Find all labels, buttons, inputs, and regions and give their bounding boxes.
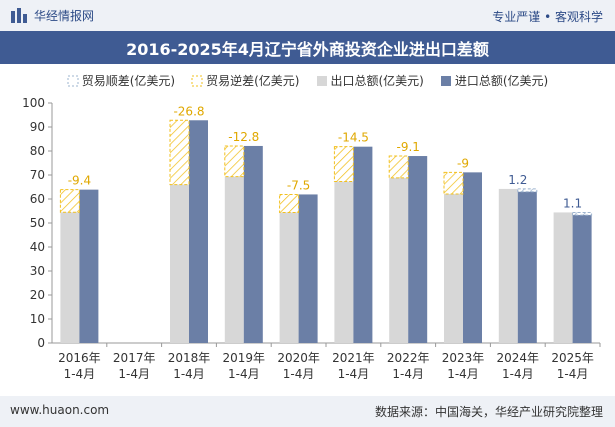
bar-deficit	[388, 155, 409, 179]
bar-deficit	[59, 189, 80, 213]
bar-import	[189, 120, 208, 343]
chart-title: 2016-2025年4月辽宁省外商投资企业进出口差额	[126, 39, 489, 59]
x-tick-label-period: 1-4月	[502, 367, 534, 381]
x-tick-label-year: 2024年	[497, 351, 540, 365]
y-tick-label: 40	[30, 240, 45, 254]
bar-import	[353, 146, 373, 343]
legend-item-deficit: 贸易逆差(亿美元)	[191, 72, 300, 89]
bar-deficit	[333, 146, 354, 182]
x-tick-label-period: 1-4月	[392, 367, 424, 381]
legend-item-import: 进口总额(亿美元)	[440, 72, 548, 89]
x-tick-label-year: 2021年	[332, 351, 375, 365]
data-label: -9	[457, 156, 469, 170]
brand-name: 华经情报网	[34, 9, 95, 23]
bar-import	[572, 215, 592, 343]
legend-label-export: 出口总额(亿美元)	[330, 74, 424, 88]
x-tick-label-year: 2019年	[223, 351, 266, 365]
data-label: 1.2	[508, 173, 527, 187]
bar-export	[224, 176, 244, 343]
bar-deficit	[224, 145, 245, 178]
x-tick-label-period: 1-4月	[283, 367, 315, 381]
legend-swatch-import	[440, 75, 451, 86]
bar-export	[389, 177, 409, 343]
bar-import	[463, 172, 482, 343]
y-tick-label: 80	[30, 144, 45, 158]
y-tick-label: 10	[30, 312, 45, 326]
bar-import	[243, 145, 263, 343]
x-tick-label-period: 1-4月	[557, 367, 589, 381]
y-tick-label: 50	[30, 216, 45, 230]
x-tick-label-year: 2018年	[168, 351, 211, 365]
x-tick-label-year: 2023年	[442, 351, 485, 365]
data-label: -9.1	[396, 140, 419, 154]
data-source: 数据来源：中国海关，华经产业研究院整理	[374, 405, 603, 419]
bar-deficit	[279, 193, 300, 213]
footer-bar: www.huaon.com 数据来源：中国海关，华经产业研究院整理	[0, 396, 615, 427]
y-tick-label: 60	[30, 192, 45, 206]
brand-logo-icon	[11, 7, 27, 23]
bar-export	[553, 212, 573, 343]
data-label: -26.8	[173, 104, 204, 118]
bar-export	[444, 193, 463, 343]
x-tick-label-year: 2020年	[277, 351, 320, 365]
x-tick-label-year: 2025年	[551, 351, 594, 365]
bar-import	[517, 191, 537, 343]
legend-label-import: 进口总额(亿美元)	[454, 74, 549, 88]
legend-item-export: 出口总额(亿美元)	[316, 72, 424, 89]
legend-swatch-export	[316, 75, 327, 86]
bar-deficit	[169, 119, 190, 186]
bar-export	[279, 212, 299, 343]
brand: 华经情报网	[10, 7, 94, 24]
x-tick-label-period: 1-4月	[64, 367, 96, 381]
bar-export	[170, 184, 189, 343]
bar-surplus	[572, 211, 593, 216]
x-tick-label-year: 2017年	[113, 351, 156, 365]
bar-chart: 0 10 20 30 40 50 60 70 80 90 100 2016年 1-4月 2017年 1-4月…	[22, 96, 601, 381]
legend-swatch-surplus	[67, 75, 79, 86]
x-tick-label-period: 1-4月	[118, 367, 150, 381]
y-tick-label: 100	[22, 96, 45, 110]
bar-export	[60, 212, 80, 343]
y-tick-label: 0	[37, 336, 45, 350]
title-bar: 2016-2025年4月辽宁省外商投资企业进出口差额	[0, 31, 615, 64]
data-label: -12.8	[228, 130, 259, 144]
slogan: 专业严谨 • 客观科学	[492, 10, 603, 24]
chart-legend: 贸易顺差(亿美元) 贸易逆差(亿美元) 出口总额(亿美元) 进口总额(亿美元)	[0, 72, 615, 89]
y-tick-label: 30	[30, 264, 45, 278]
legend-label-surplus: 贸易顺差(亿美元)	[81, 74, 176, 88]
bar-deficit	[443, 171, 464, 195]
bar-export	[334, 181, 354, 343]
y-tick-label: 90	[30, 120, 45, 134]
bar-export	[498, 188, 518, 343]
bar-import	[79, 189, 99, 343]
y-tick-label: 70	[30, 168, 45, 182]
bar-import	[298, 194, 318, 343]
data-label: -14.5	[338, 131, 369, 145]
x-tick-label-year: 2022年	[387, 351, 430, 365]
x-tick-label-period: 1-4月	[228, 367, 260, 381]
top-banner: 华经情报网 专业严谨 • 客观科学	[0, 0, 615, 31]
legend-label-deficit: 贸易逆差(亿美元)	[206, 74, 300, 88]
data-label: 1.1	[563, 196, 582, 210]
bar-import	[408, 156, 428, 343]
x-tick-label-year: 2016年	[58, 351, 101, 365]
data-label: -7.5	[287, 178, 310, 192]
data-label: -9.4	[68, 174, 91, 188]
x-tick-label-period: 1-4月	[173, 367, 205, 381]
legend-swatch-deficit	[191, 75, 203, 86]
y-tick-label: 20	[30, 288, 45, 302]
x-tick-label-period: 1-4月	[447, 367, 479, 381]
x-tick-label-period: 1-4月	[338, 367, 370, 381]
legend-item-surplus: 贸易顺差(亿美元)	[67, 72, 175, 89]
site-url: www.huaon.com	[10, 403, 110, 417]
bar-surplus	[517, 188, 538, 193]
